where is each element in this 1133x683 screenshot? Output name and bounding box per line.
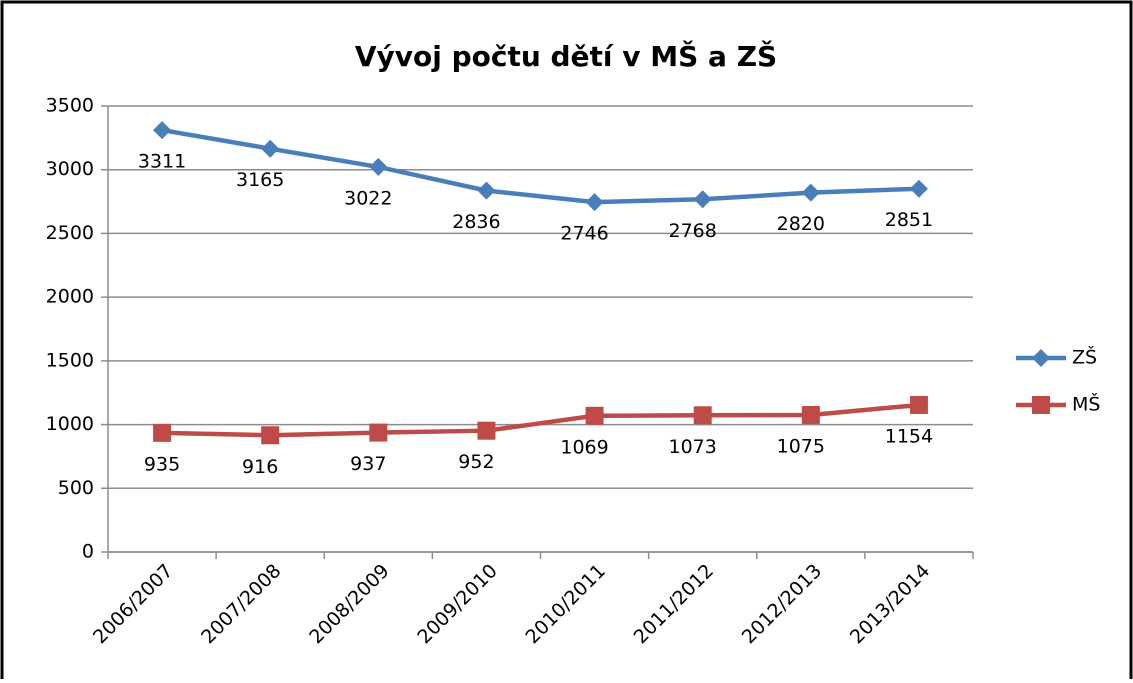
- data-point: [693, 190, 712, 209]
- y-tick-label: 2000: [46, 286, 94, 308]
- data-label: 2746: [560, 223, 608, 245]
- data-label: 2820: [777, 213, 825, 235]
- series-line: [162, 402, 920, 438]
- y-tick-label: 3500: [46, 95, 94, 117]
- data-point: [477, 181, 496, 200]
- data-label: 916: [242, 456, 278, 478]
- data-label: 2851: [885, 209, 933, 231]
- data-label: 3311: [138, 151, 186, 173]
- data-label: 2836: [452, 211, 500, 233]
- data-label: 1154: [885, 425, 933, 447]
- y-tick-label: 3000: [46, 158, 94, 180]
- data-point: [153, 121, 172, 140]
- y-tick-label: 500: [58, 477, 94, 499]
- data-point: [693, 406, 712, 425]
- data-label: 1073: [669, 436, 717, 458]
- legend-marker: [1032, 349, 1050, 367]
- y-tick-label: 1500: [46, 349, 94, 371]
- legend-marker: [1032, 396, 1050, 414]
- data-point: [585, 406, 604, 425]
- chart-title: Vývoj počtu dětí v MŠ a ZŠ: [355, 39, 777, 73]
- y-tick-label: 0: [82, 541, 94, 563]
- data-label: 952: [458, 451, 494, 473]
- data-point: [261, 139, 280, 158]
- data-point: [801, 183, 820, 202]
- data-label: 1069: [560, 436, 608, 458]
- data-label: 3022: [344, 187, 392, 209]
- y-tick-label: 1000: [46, 413, 94, 435]
- data-label: 935: [144, 453, 180, 475]
- legend-label: MŠ: [1072, 392, 1100, 416]
- data-point: [801, 406, 820, 425]
- data-label: 1075: [777, 436, 825, 458]
- data-point: [477, 421, 496, 440]
- data-point: [909, 179, 928, 198]
- data-label: 3165: [236, 169, 284, 191]
- legend-label: ZŠ: [1072, 345, 1097, 369]
- data-point: [153, 423, 172, 442]
- y-tick-label: 2500: [46, 222, 94, 244]
- data-label: 2768: [669, 220, 717, 242]
- data-point: [369, 157, 388, 176]
- data-point: [261, 426, 280, 445]
- series-line: [161, 127, 920, 205]
- data-label: 937: [350, 453, 386, 475]
- data-point: [909, 395, 928, 414]
- data-point: [585, 193, 604, 212]
- data-point: [369, 423, 388, 442]
